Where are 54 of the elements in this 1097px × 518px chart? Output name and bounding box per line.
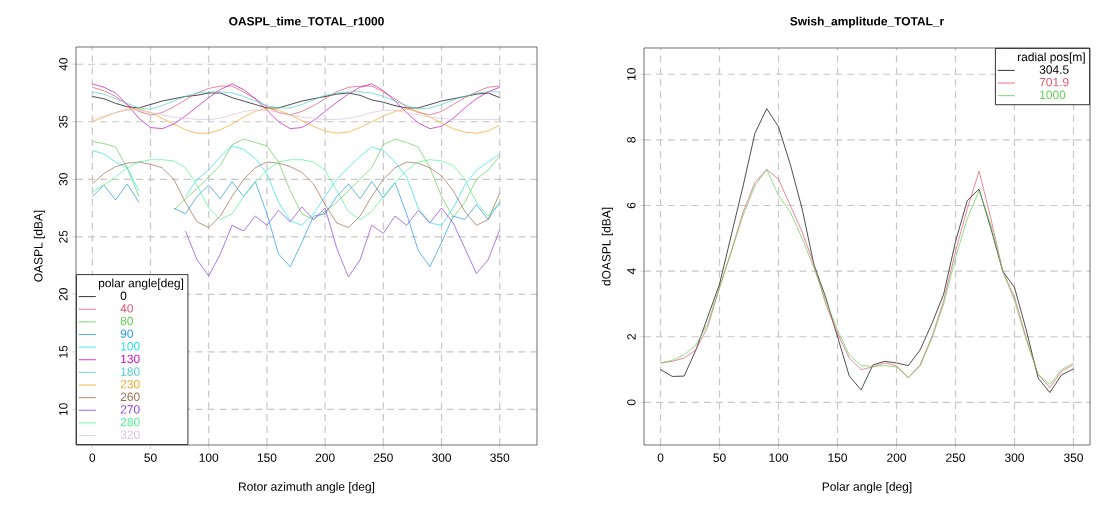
legend-label: 0	[120, 291, 127, 300]
y-tick-label: 15	[59, 345, 68, 358]
x-tick-label: 0	[89, 453, 96, 462]
line-series	[185, 206, 501, 278]
x-axis-title: Rotor azimuth angle [deg]	[239, 482, 375, 494]
x-tick-label: 50	[144, 453, 157, 462]
y-tick-label: 20	[59, 288, 68, 301]
chart-title: OASPL_time_TOTAL_r1000	[229, 16, 384, 27]
legend-label: 40	[120, 304, 134, 313]
x-tick-label: 200	[315, 453, 335, 462]
y-tick-label: 40	[59, 58, 68, 71]
y-tick-label: 35	[59, 115, 68, 128]
x-tick-label: 250	[946, 453, 966, 462]
x-tick-label: 250	[373, 453, 393, 462]
legend-label: 100	[121, 342, 140, 351]
x-axis-title: Polar angle [deg]	[822, 482, 912, 494]
legend-label: 270	[120, 405, 140, 414]
y-tick-label: 4	[627, 268, 636, 275]
y-axis-title: OASPL [dBA]	[33, 210, 45, 282]
legend-label: 80	[120, 316, 134, 326]
x-tick-label: 100	[199, 453, 219, 462]
legend-title: polar angle[deg]	[98, 278, 184, 290]
y-tick-label: 10	[627, 68, 636, 80]
x-tick-label: 350	[490, 453, 510, 462]
x-tick-label: 300	[1004, 453, 1025, 462]
x-tick-label: 100	[769, 453, 789, 462]
x-tick-label: 50	[713, 453, 726, 462]
legend-label: 260	[120, 392, 140, 402]
y-tick-label: 25	[59, 230, 68, 243]
y-tick-label: 0	[627, 399, 636, 406]
legend-label: 280	[120, 417, 140, 427]
x-tick-label: 350	[1063, 453, 1084, 462]
y-tick-label: 2	[627, 334, 636, 340]
legend-label: 230	[120, 379, 140, 389]
y-tick-label: 8	[627, 137, 636, 143]
legend-title: radial pos[m]	[1017, 52, 1085, 64]
legend-label: 320	[120, 430, 140, 439]
legend-label: 130	[121, 354, 140, 364]
y-axis-title: dOASPL [dBA]	[601, 207, 613, 286]
line-series	[660, 108, 1074, 393]
x-tick-label: 0	[657, 453, 664, 462]
x-tick-label: 300	[432, 453, 452, 462]
y-tick-label: 30	[59, 173, 68, 186]
y-tick-label: 6	[627, 202, 636, 209]
legend-label: 90	[120, 329, 134, 338]
legend-label: 1000	[1040, 90, 1066, 100]
y-tick-label: 10	[59, 403, 68, 416]
x-tick-label: 150	[257, 453, 277, 462]
legend-label: 180	[121, 367, 140, 376]
legend-label: 701.9	[1039, 77, 1069, 87]
x-tick-label: 200	[887, 453, 907, 462]
legend-label: 304.5	[1039, 65, 1069, 74]
x-tick-label: 150	[828, 453, 848, 462]
chart-title: Swish_amplitude_TOTAL_r	[790, 16, 945, 28]
